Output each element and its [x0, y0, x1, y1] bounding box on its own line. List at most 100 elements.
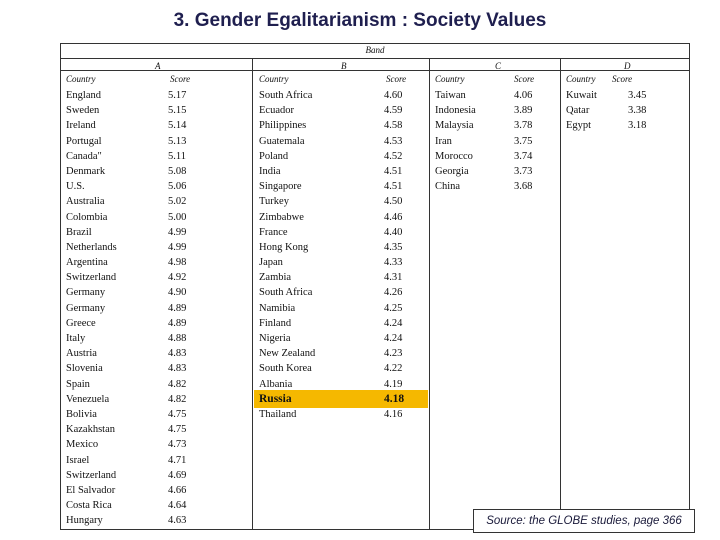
score-cell: 3.78 — [514, 120, 533, 132]
score-cell: 4.99 — [168, 241, 187, 253]
score-cell: 4.69 — [168, 469, 187, 481]
score-cell: 5.11 — [168, 150, 186, 162]
score-cell: 4.64 — [168, 500, 187, 512]
score-cell: 4.22 — [384, 363, 403, 375]
score-cell: 4.24 — [384, 317, 403, 329]
score-cell: 4.63 — [168, 515, 187, 527]
column-header-country: Country — [566, 74, 596, 84]
country-cell: Costa Rica — [66, 500, 112, 512]
band-label: Band — [365, 45, 385, 55]
country-cell: Nigeria — [259, 333, 291, 344]
country-cell: Iran — [435, 135, 452, 147]
band-letter-b: B — [341, 61, 347, 71]
band-b-scores: 4.60 4.59 4.58 4.53 4.52 4.51 4.51 4.50 4.46 4.40… — [384, 88, 404, 422]
country-cell: Morocco — [435, 150, 473, 162]
country-cell: Ireland — [66, 120, 96, 132]
country-cell: Kuwait — [566, 90, 597, 101]
country-cell: Spain — [66, 378, 90, 390]
country-cell: France — [259, 226, 288, 238]
country-cell: Japan — [259, 257, 283, 269]
country-cell: Russia — [259, 392, 292, 405]
country-cell: Greece — [66, 317, 96, 329]
score-cell: 4.52 — [384, 150, 403, 162]
country-cell: Indonesia — [435, 105, 476, 117]
column-header-score: Score — [170, 74, 191, 84]
score-cell: 4.18 — [384, 392, 405, 405]
country-cell: Colombia — [66, 211, 108, 223]
score-cell: 3.18 — [628, 120, 647, 132]
score-cell: 4.89 — [168, 317, 187, 329]
band-letter-d: D — [624, 61, 631, 71]
country-cell: Mexico — [66, 439, 99, 451]
score-cell: 4.92 — [168, 272, 187, 284]
score-cell: 3.89 — [514, 105, 533, 117]
country-cell: El Salvador — [66, 484, 116, 496]
country-cell: Israel — [66, 454, 90, 466]
score-cell: 3.68 — [514, 181, 533, 193]
score-cell: 4.31 — [384, 272, 403, 284]
score-cell: 4.26 — [384, 287, 403, 299]
column-divider — [429, 59, 430, 530]
country-cell: Austria — [66, 348, 97, 360]
country-cell: Finland — [259, 317, 292, 329]
score-cell: 4.40 — [384, 226, 403, 238]
score-cell: 4.99 — [168, 226, 187, 238]
country-cell: Malaysia — [435, 120, 474, 132]
score-cell: 4.83 — [168, 348, 187, 360]
score-cell: 4.98 — [168, 257, 187, 269]
page-title: 3. Gender Egalitarianism : Society Value… — [173, 10, 547, 31]
country-cell: Zambia — [259, 272, 292, 284]
country-cell: England — [66, 90, 101, 101]
country-cell: Denmark — [66, 165, 106, 177]
score-cell: 4.82 — [168, 378, 187, 390]
country-cell: Switzerland — [66, 469, 117, 481]
country-cell: Bolivia — [66, 408, 97, 420]
band-letter-c: C — [495, 61, 502, 71]
column-header-score: Score — [612, 74, 633, 84]
country-cell: Venezuela — [66, 393, 110, 405]
band-c-scores: 4.06 3.89 3.78 3.75 3.74 3.73 3.68 — [514, 88, 532, 194]
country-cell: South Africa — [259, 90, 313, 101]
score-cell: 4.75 — [168, 424, 187, 436]
score-cell: 4.71 — [168, 454, 187, 466]
country-cell: Netherlands — [66, 241, 117, 253]
score-cell: 4.89 — [168, 302, 187, 314]
score-cell: 4.23 — [384, 348, 403, 360]
country-cell: Argentina — [66, 257, 108, 269]
country-cell: Sweden — [66, 105, 100, 117]
country-cell: Zimbabwe — [259, 211, 304, 223]
country-cell: Italy — [66, 333, 86, 344]
score-cell: 4.46 — [384, 211, 403, 223]
score-cell: 4.75 — [168, 408, 187, 420]
country-cell: Taiwan — [435, 90, 466, 101]
country-cell: Egypt — [566, 120, 592, 132]
country-cell: Poland — [259, 150, 289, 162]
country-cell: South Africa — [259, 287, 313, 299]
score-cell: 3.38 — [628, 105, 647, 117]
country-cell: Namibia — [259, 302, 296, 314]
score-cell: 4.73 — [168, 439, 187, 451]
score-cell: 4.24 — [384, 333, 403, 344]
country-cell: Hungary — [66, 515, 103, 527]
country-cell: Germany — [66, 302, 106, 314]
country-cell: India — [259, 165, 281, 177]
highlight-bar-russia — [254, 390, 428, 408]
country-cell: Canada" — [66, 150, 102, 162]
country-cell: Thailand — [259, 408, 297, 420]
column-header-score: Score — [514, 74, 535, 84]
score-cell: 4.19 — [384, 378, 403, 390]
column-header-score: Score — [386, 74, 407, 84]
column-header-country: Country — [259, 74, 289, 84]
score-cell: 5.00 — [168, 211, 187, 223]
score-cell: 5.02 — [168, 196, 187, 208]
column-header-country: Country — [66, 74, 96, 84]
score-cell: 5.08 — [168, 165, 187, 177]
score-cell: 4.51 — [384, 165, 403, 177]
band-a-scores: 5.17 5.15 5.14 5.13 5.11 5.08 5.06 5.02 5.00 4.99… — [168, 88, 186, 528]
score-cell: 4.88 — [168, 333, 187, 344]
country-cell: U.S. — [66, 181, 85, 193]
score-cell: 5.06 — [168, 181, 187, 193]
score-cell: 4.33 — [384, 257, 403, 269]
column-divider — [252, 59, 253, 530]
score-cell: 4.50 — [384, 196, 403, 208]
